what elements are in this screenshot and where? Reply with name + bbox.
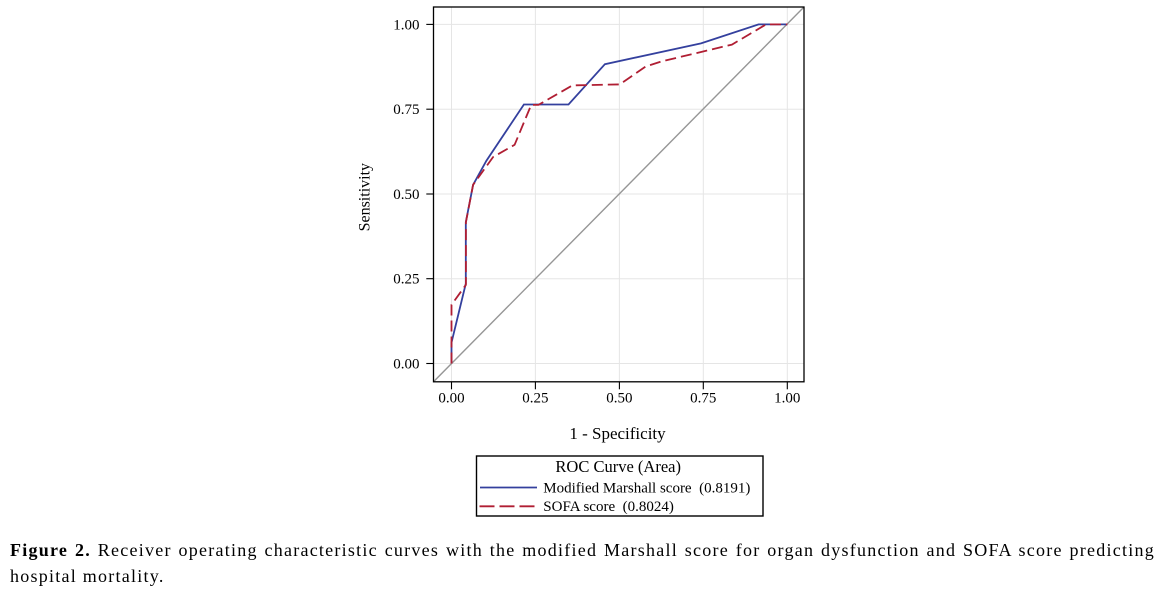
svg-text:1 - Specificity: 1 - Specificity <box>569 424 666 443</box>
svg-text:0.00: 0.00 <box>438 391 464 407</box>
svg-text:0.50: 0.50 <box>393 187 419 203</box>
svg-text:Modified Marshall score (0.81: Modified Marshall score (0.8191) <box>543 480 750 496</box>
svg-text:SOFA score (0.8024): SOFA score (0.8024) <box>543 499 674 515</box>
svg-text:1.00: 1.00 <box>774 391 800 407</box>
svg-text:0.75: 0.75 <box>393 102 419 118</box>
svg-text:ROC Curve (Area): ROC Curve (Area) <box>555 457 681 476</box>
svg-text:0.25: 0.25 <box>393 272 419 288</box>
svg-text:0.00: 0.00 <box>393 357 419 373</box>
svg-text:0.25: 0.25 <box>522 391 548 407</box>
svg-text:Sensitivity: Sensitivity <box>357 163 374 231</box>
svg-text:1.00: 1.00 <box>393 17 419 33</box>
svg-text:0.50: 0.50 <box>606 391 632 407</box>
svg-text:0.75: 0.75 <box>690 391 716 407</box>
